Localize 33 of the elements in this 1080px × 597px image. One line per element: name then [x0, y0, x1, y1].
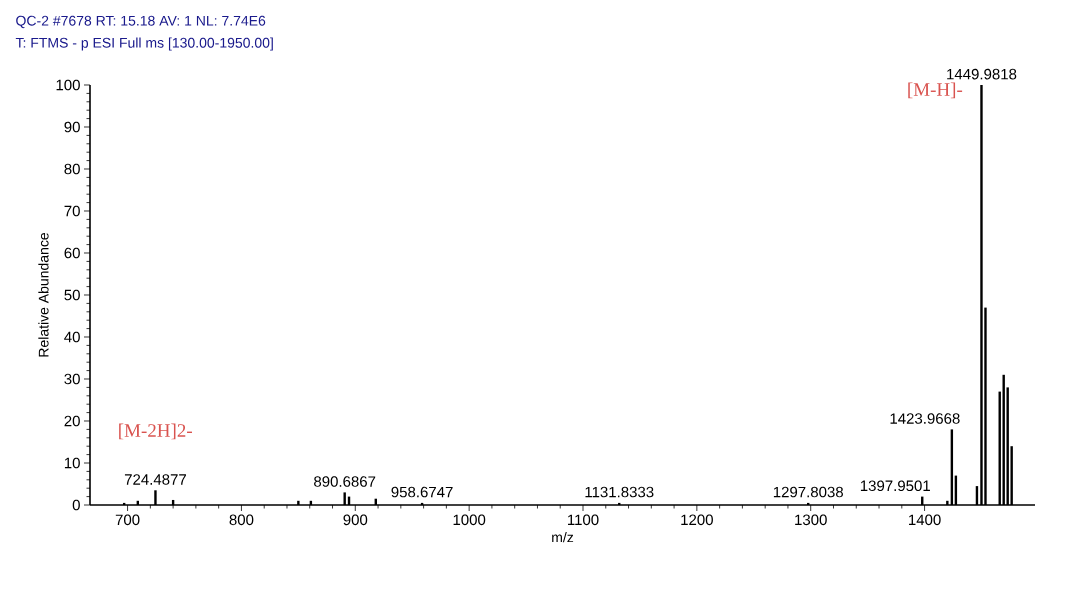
- chart-title: QC-2 #7678 RT: 15.18 AV: 1 NL: 7.74E6: [16, 15, 266, 29]
- x-tick-label: 1200: [681, 514, 713, 526]
- x-tick-label: 1300: [795, 514, 827, 526]
- y-tick-label: 20: [64, 415, 80, 427]
- annotation: 890.6867: [314, 476, 376, 487]
- annotation: [M-H]-: [908, 82, 963, 99]
- annotation: 958.6747: [391, 486, 453, 498]
- x-tick-label: 1100: [568, 514, 599, 526]
- x-tick-label: 900: [343, 514, 368, 526]
- annotation: 1397.9501: [860, 480, 930, 492]
- annotation: 724.4877: [124, 474, 186, 485]
- annotation: [M-2H]2-: [119, 423, 192, 440]
- y-tick-label: 60: [64, 247, 80, 259]
- y-tick-label: 0: [72, 499, 80, 511]
- annotation: 1297.8038: [773, 486, 843, 498]
- y-axis-title: Relative Abundance: [38, 232, 49, 357]
- y-tick-label: 80: [64, 163, 80, 175]
- x-tick-label: 800: [229, 514, 254, 526]
- chart-subtitle: T: FTMS - p ESI Full ms [130.00-1950.00]: [15, 37, 273, 51]
- y-tick-label: 70: [64, 205, 80, 217]
- y-tick-label: 30: [64, 373, 80, 385]
- annotation: 1131.8333: [585, 486, 654, 498]
- x-tick-label: 700: [115, 514, 140, 526]
- annotation: 1449.9818: [947, 68, 1017, 80]
- annotation: 1423.9668: [890, 413, 960, 424]
- x-axis-title: m/z: [552, 531, 574, 543]
- x-tick-label: 1000: [453, 514, 486, 526]
- y-tick-label: 40: [64, 331, 80, 343]
- y-tick-label: 10: [64, 457, 80, 469]
- y-tick-label: 50: [64, 289, 80, 301]
- y-tick-label: 100: [56, 79, 80, 91]
- y-tick-label: 90: [64, 121, 80, 133]
- x-tick-label: 1400: [909, 514, 941, 526]
